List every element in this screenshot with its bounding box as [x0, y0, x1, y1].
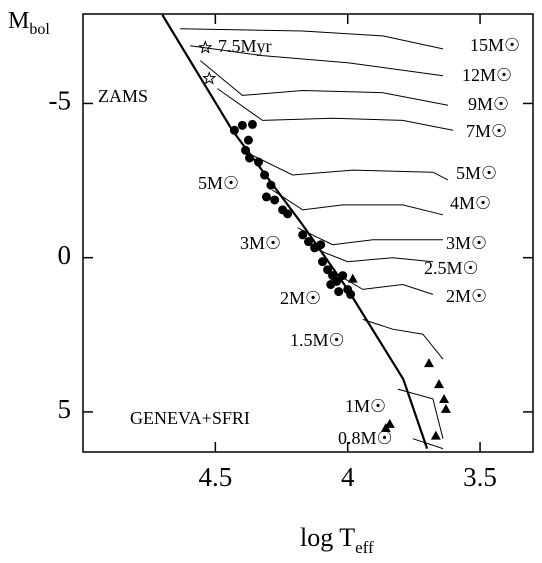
star-point — [283, 209, 293, 219]
star-point — [304, 237, 314, 247]
isochrone-point — [198, 40, 213, 54]
annotation: 3M☉ — [240, 233, 281, 253]
triangle-point — [347, 273, 358, 283]
x-axis-label-sub: eff — [355, 538, 374, 557]
annotation: 2M☉ — [280, 288, 321, 308]
star-point — [260, 170, 270, 180]
track-label: 1M☉ — [345, 396, 386, 416]
track-line — [332, 271, 434, 295]
y-tick-label: -5 — [49, 86, 72, 116]
star-point — [270, 195, 280, 205]
star-point — [243, 135, 253, 145]
star-point — [332, 276, 342, 286]
triangle-point — [440, 403, 451, 413]
star-point — [245, 153, 254, 163]
star-point — [338, 271, 348, 281]
y-axis-label: Mbol — [8, 8, 50, 38]
triangle-point — [434, 379, 445, 389]
track-line — [199, 60, 449, 106]
y-tick-label: 5 — [58, 394, 72, 424]
star-point — [266, 180, 276, 190]
annotation: 5M☉ — [198, 173, 239, 193]
track-line — [252, 154, 449, 181]
track-label: 2.5M☉ — [424, 258, 479, 278]
triangle-point — [430, 430, 441, 440]
track-line — [412, 438, 444, 450]
y-axis-label-sub: bol — [29, 21, 50, 38]
x-axis-label-main: log T — [300, 523, 355, 552]
track-line — [312, 247, 433, 263]
track-line — [217, 88, 454, 131]
star-point — [298, 230, 308, 240]
star-point — [254, 157, 263, 167]
track-label: 7M☉ — [466, 121, 507, 141]
track-label: 4M☉ — [450, 193, 491, 213]
star-point — [318, 257, 328, 267]
x-axis-label: log Teff — [300, 523, 374, 557]
star-point — [237, 120, 247, 130]
track-label: 9M☉ — [468, 94, 509, 114]
track-label: ZAMS — [98, 86, 148, 106]
annotation: GENEVA+SFRI — [130, 408, 250, 428]
isochrone-point — [202, 71, 217, 85]
annotation: 7.5Myr — [218, 36, 272, 56]
triangle-point — [423, 358, 434, 368]
track-label: 2M☉ — [446, 286, 487, 306]
track-label: 15M☉ — [470, 35, 520, 55]
track-line — [297, 227, 443, 246]
x-tick-label: 3.5 — [463, 462, 497, 492]
triangle-point — [384, 418, 395, 428]
star-point — [334, 287, 344, 297]
track-label: 1.5M☉ — [290, 330, 345, 350]
x-tick-label: 4 — [341, 462, 355, 492]
triangle-point — [439, 393, 450, 403]
x-tick-label: 4.5 — [198, 462, 232, 492]
track-line — [362, 318, 444, 360]
y-axis-label-main: M — [8, 8, 29, 34]
star-point — [247, 119, 257, 129]
track-label: 5M☉ — [456, 163, 497, 183]
track-line — [397, 388, 444, 439]
track-line — [190, 45, 444, 77]
star-point — [229, 125, 239, 135]
track-line — [161, 14, 429, 449]
track-label: 12M☉ — [462, 65, 512, 85]
star-point — [241, 145, 251, 155]
y-tick-label: 0 — [58, 240, 72, 270]
star-point — [323, 265, 333, 275]
star-point — [261, 192, 271, 202]
track-line — [272, 189, 444, 216]
star-point — [316, 240, 326, 250]
track-label: 3M☉ — [446, 233, 487, 253]
plot-frame — [82, 13, 534, 453]
track-line — [180, 28, 444, 50]
star-point — [346, 289, 356, 299]
track-label: 0.8M☉ — [338, 428, 393, 448]
